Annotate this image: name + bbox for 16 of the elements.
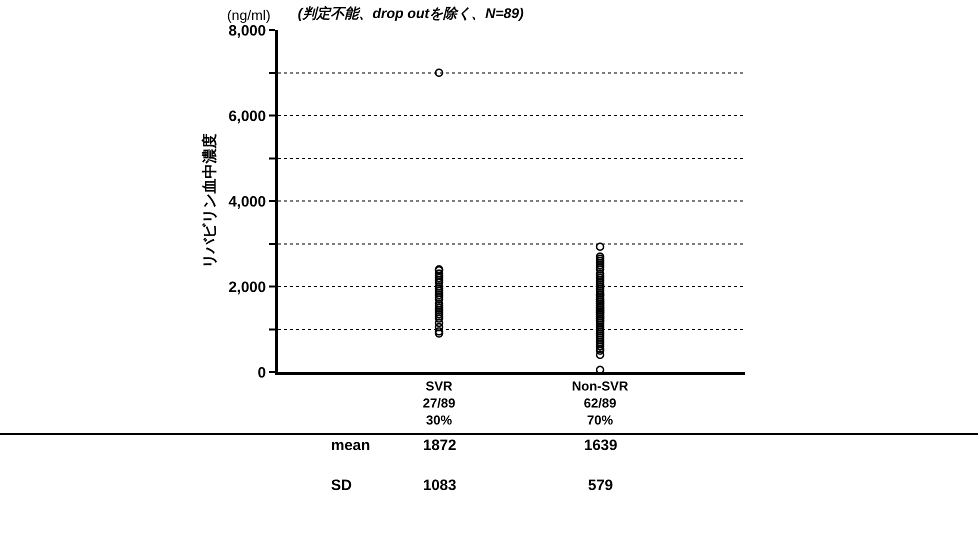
chart-title: (判定不能、drop outを除く、N=89) <box>298 4 524 21</box>
y-tick-label: 4,000 <box>228 193 266 210</box>
text: SD <box>331 477 352 494</box>
text: (ng/ml) <box>227 7 271 23</box>
text: mean <box>331 437 370 454</box>
x-tick-label: Non-SVR 62/89 70% <box>572 378 629 428</box>
y-tick-label: 0 <box>258 364 266 382</box>
y-tick-label: 6,000 <box>228 108 266 125</box>
text: 1083 <box>423 477 456 494</box>
y-axis-title: リバビリン血中濃度 <box>200 134 219 268</box>
x-tick-label: SVR 27/89 30% <box>422 378 456 428</box>
text: 1639 <box>584 437 618 454</box>
text: 1872 <box>423 437 456 454</box>
text: 579 <box>588 477 614 494</box>
y-tick-label: 8,000 <box>228 22 266 40</box>
y-tick-label: 2,000 <box>228 278 266 296</box>
